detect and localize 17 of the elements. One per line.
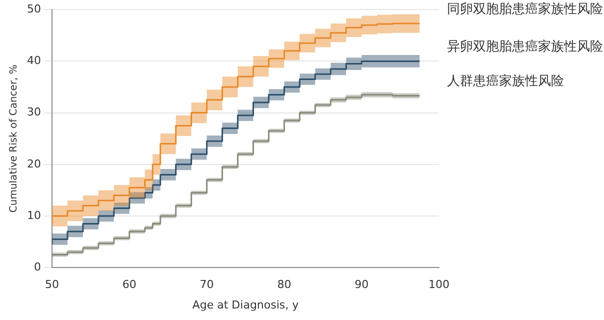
x-tick-label: 70: [200, 278, 214, 292]
text: 同卵双胞胎患癌家族性风险: [447, 0, 603, 17]
y-tick-label: 0: [34, 260, 41, 274]
x-tick-label: 60: [122, 278, 136, 292]
y-tick-label: 30: [26, 106, 41, 119]
x-tick-label: 50: [44, 278, 59, 292]
y-tick-label: 10: [26, 208, 41, 222]
y-axis-title: Cumulative Risk of Cancer, %: [8, 64, 20, 213]
text: 异卵双胞胎患癌家族性风险: [447, 38, 603, 55]
x-axis-title: Age at Diagnosis, y: [192, 298, 300, 312]
x-tick-label: 80: [277, 278, 292, 292]
text: 人群患癌家族性风险: [447, 73, 564, 90]
x-tick-label: 90: [354, 278, 369, 292]
y-tick-label: 40: [26, 54, 41, 68]
x-tick-label: 100: [428, 278, 450, 292]
y-tick-label: 50: [26, 2, 41, 16]
y-tick-label: 20: [26, 157, 41, 170]
